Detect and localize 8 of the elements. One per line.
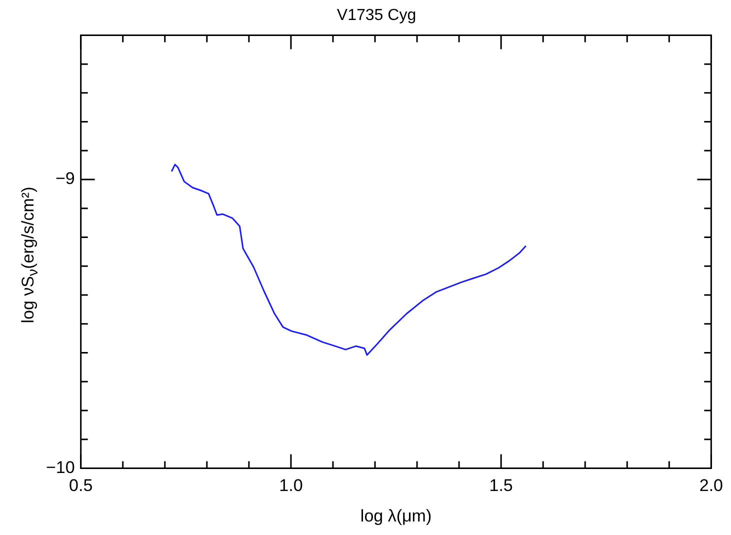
x-tick-label: 2.0 xyxy=(699,476,724,496)
chart-title: V1735 Cyg xyxy=(336,7,416,24)
x-tick-label: 1.0 xyxy=(279,476,303,496)
y-tick-label: −9 xyxy=(55,169,75,188)
x-axis-title: log λ(μm) xyxy=(360,506,432,526)
x-tick-label: 0.5 xyxy=(69,476,93,496)
y-tick-label: −10 xyxy=(46,458,75,477)
x-tick-label: 1.5 xyxy=(489,476,513,496)
